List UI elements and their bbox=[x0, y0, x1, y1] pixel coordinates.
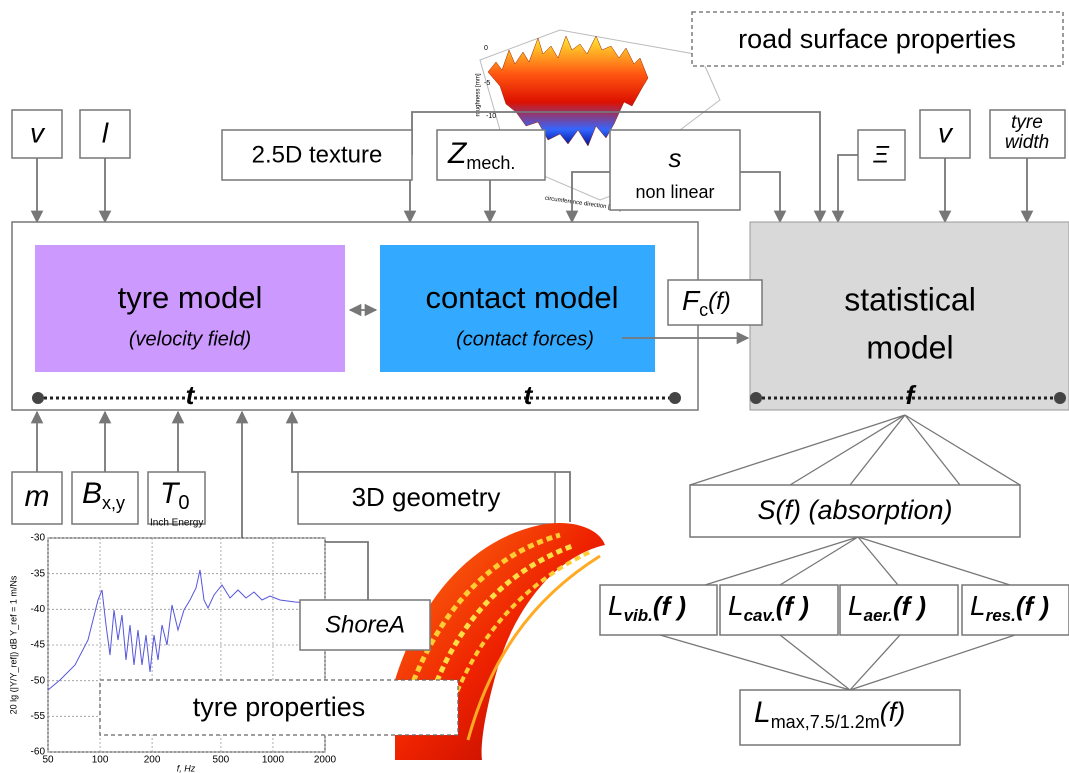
texture-label: 2.5D texture bbox=[252, 141, 383, 168]
inset-x-tick-label: 1000 bbox=[262, 755, 285, 766]
absorption-label: S(f) (absorption) bbox=[757, 495, 952, 525]
s-symbol: s bbox=[669, 143, 682, 173]
surface-z-tick: 0 bbox=[484, 45, 488, 52]
level-sub: cav. bbox=[744, 606, 776, 625]
level-arg: (f ) bbox=[653, 591, 686, 621]
total-sub: max,7.5/1.2m bbox=[771, 712, 880, 732]
b-sub: x,y bbox=[102, 493, 125, 513]
geometry-label: 3D geometry bbox=[352, 482, 501, 512]
tyre-width-label: tyre bbox=[1011, 112, 1043, 133]
axis-end bbox=[750, 392, 762, 404]
level-main: L bbox=[848, 590, 864, 621]
inset-y-tick-label: -45 bbox=[31, 640, 46, 651]
z-mech-main: Z bbox=[447, 137, 468, 170]
time-label: t bbox=[186, 380, 196, 410]
total-main: L bbox=[754, 696, 771, 729]
inset-y-tick-label: -30 bbox=[31, 533, 46, 544]
axis-end bbox=[1054, 392, 1066, 404]
tyre-properties-label: tyre properties bbox=[193, 692, 366, 722]
input-v: v bbox=[30, 117, 46, 148]
tyre-model-subtitle: (velocity field) bbox=[129, 328, 251, 350]
xi-label: Ξ bbox=[872, 141, 890, 168]
arrow bbox=[838, 155, 858, 222]
level-arg: (f ) bbox=[1016, 591, 1049, 621]
input-l: l bbox=[102, 117, 109, 148]
force-sub: c bbox=[699, 300, 708, 320]
input-m: m bbox=[25, 480, 50, 513]
level-sub: vib. bbox=[624, 606, 653, 625]
inset-y-label: 20 lg (|Y/Y_ref|) dB Y_ref = 1 m/Ns bbox=[8, 575, 18, 714]
inset-x-label: f, Hz bbox=[177, 763, 196, 773]
inset-y-tick-label: -40 bbox=[31, 604, 46, 615]
tyre-model-title: tyre model bbox=[118, 280, 263, 315]
inset-x-tick-label: 2000 bbox=[314, 755, 337, 766]
b-main: B bbox=[82, 477, 102, 510]
z-mech-sub: mech. bbox=[466, 153, 515, 173]
total-arg: (f) bbox=[880, 697, 905, 727]
diagram: roughness [mm] 0 -5 -10 circumference di… bbox=[0, 0, 1069, 773]
inset-y-tick-label: -55 bbox=[31, 711, 46, 722]
arrow bbox=[740, 172, 780, 222]
surface-z-tick: -10 bbox=[486, 113, 496, 120]
level-arg: (f ) bbox=[893, 591, 926, 621]
axis-end bbox=[32, 392, 44, 404]
level-sub: res. bbox=[986, 606, 1016, 625]
s-note: non linear bbox=[635, 182, 714, 202]
level-group: Lvib.(f )Lcav.(f )Laer.(f )Lres.(f ) bbox=[600, 585, 1069, 635]
level-main: L bbox=[728, 590, 744, 621]
force-arg: (f) bbox=[708, 288, 731, 315]
tyre-width-label: width bbox=[1005, 132, 1049, 153]
inset-x-tick-label: 500 bbox=[213, 755, 230, 766]
level-main: L bbox=[608, 590, 624, 621]
contact-model-subtitle: (contact forces) bbox=[456, 328, 594, 350]
output-links bbox=[660, 415, 1020, 690]
time-label: t bbox=[524, 380, 534, 410]
statistical-model-title: model bbox=[866, 329, 953, 365]
statistical-model-title: statistical bbox=[844, 281, 976, 317]
arrow bbox=[572, 172, 610, 222]
inset-x-tick-label: 50 bbox=[42, 755, 54, 766]
t0-sub: 0 bbox=[178, 492, 189, 514]
inset-title: Inch Energy bbox=[150, 518, 203, 529]
surface-z-label: roughness [mm] bbox=[476, 73, 482, 116]
level-sub: aer. bbox=[864, 606, 893, 625]
inset-y-tick-label: -50 bbox=[31, 675, 46, 686]
inset-y-tick-label: -35 bbox=[31, 568, 46, 579]
surface-z-tick: -5 bbox=[484, 80, 490, 87]
inset-x-tick-label: 200 bbox=[144, 755, 161, 766]
inset-x-tick-label: 100 bbox=[92, 755, 109, 766]
contact-model-title: contact model bbox=[426, 280, 619, 315]
level-arg: (f ) bbox=[776, 591, 809, 621]
axis-end bbox=[669, 392, 681, 404]
shore-label: ShoreA bbox=[325, 611, 405, 638]
input-v-right: v bbox=[938, 117, 954, 148]
level-main: L bbox=[970, 590, 986, 621]
road-surface-label: road surface properties bbox=[738, 24, 1016, 54]
